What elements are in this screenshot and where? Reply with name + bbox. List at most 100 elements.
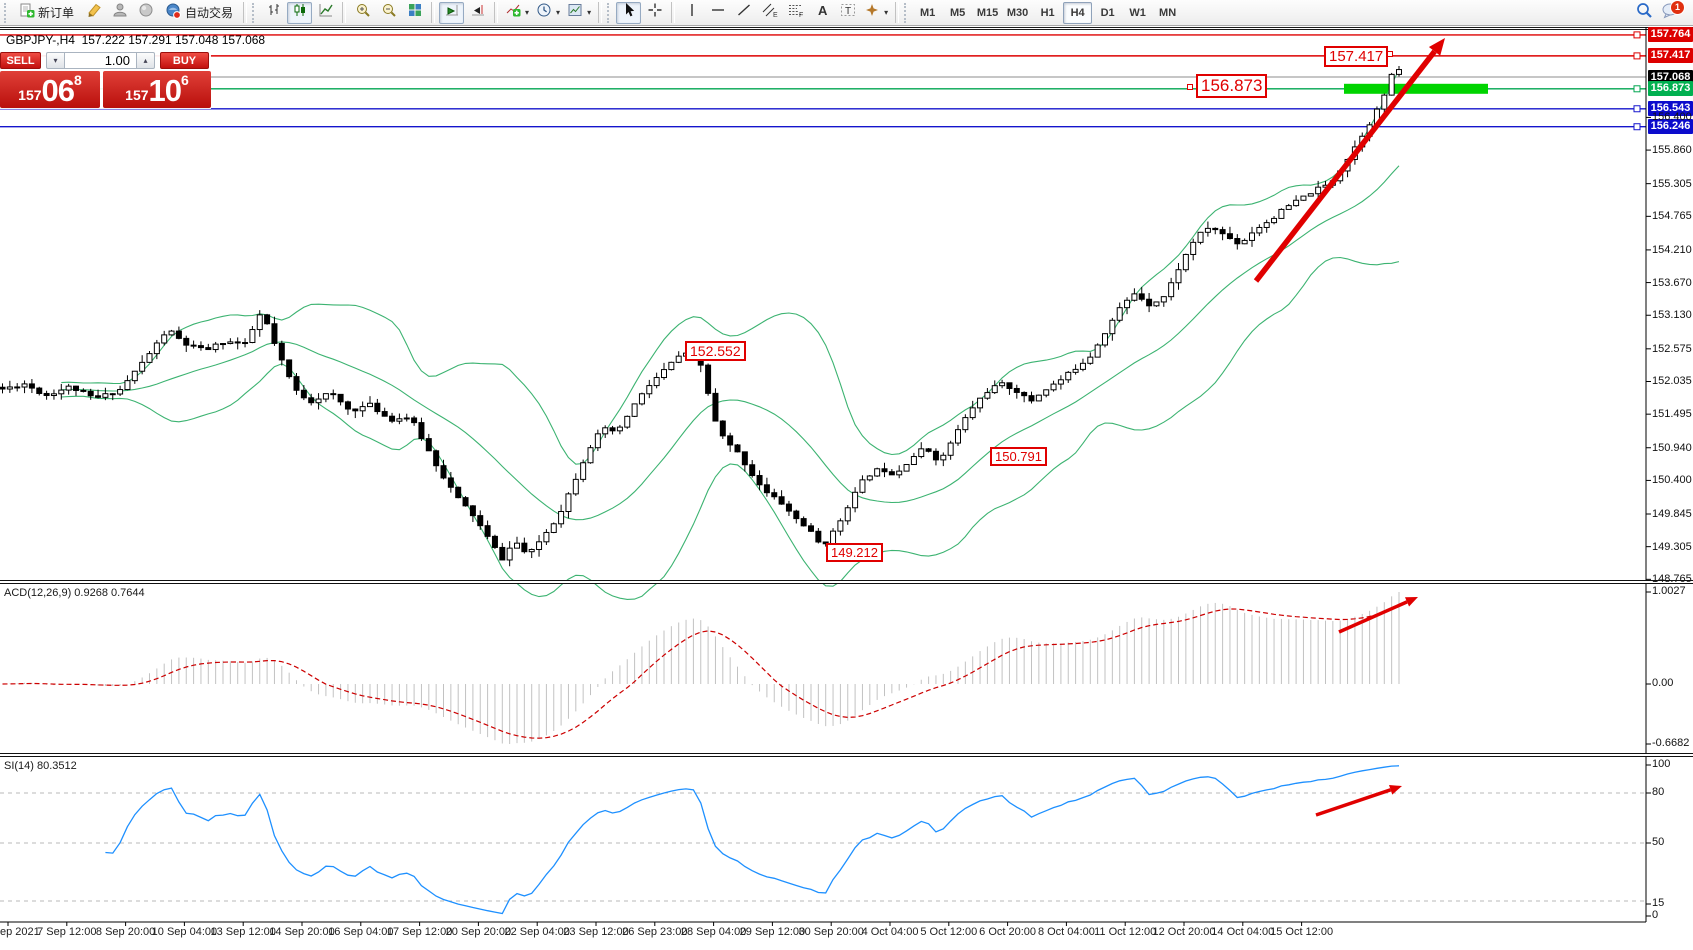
template-icon: [567, 2, 583, 23]
sell-button[interactable]: SELL: [0, 52, 41, 69]
shapes-button[interactable]: [861, 2, 891, 24]
date-label: 11 Oct 12:00: [1094, 926, 1157, 938]
annotation-box[interactable]: 150.791: [990, 447, 1047, 466]
tile-windows-button[interactable]: [402, 2, 427, 24]
new-order-label: 新订单: [38, 6, 75, 20]
rsi-panel-splitter[interactable]: [0, 753, 1693, 757]
axis-tick-label: 152.575: [1652, 342, 1692, 355]
rsi-axis-label: 80: [1652, 786, 1665, 798]
volume-decrement-button[interactable]: [46, 52, 65, 69]
macd-indicator-label: ACD(12,26,9) 0.9268 0.7644: [4, 587, 145, 599]
sell-price-display[interactable]: 157 06 8: [0, 71, 100, 108]
rsi-indicator-label: SI(14) 80.3512: [4, 760, 77, 772]
text-label-icon: T: [840, 2, 856, 23]
main-toolbar: 新订单 自动交易: [0, 0, 1693, 26]
macd-axis-label: 0.00: [1652, 677, 1674, 689]
fibonacci-button[interactable]: F: [783, 2, 808, 24]
macd-panel-splitter[interactable]: [0, 580, 1693, 584]
metaeditor-button[interactable]: [81, 2, 106, 24]
toolbar-separator: [342, 2, 347, 23]
sell-price-pip: 8: [74, 72, 82, 88]
shapes-icon: [864, 2, 880, 23]
notifications-button[interactable]: 1: [1657, 0, 1685, 24]
date-label: 8 Sep 20:00: [95, 926, 156, 938]
axis-tick-label: 154.210: [1652, 243, 1692, 256]
ohlc-bars-icon: [266, 2, 282, 23]
candlestick-chart-button[interactable]: [287, 1, 313, 24]
timeframe-button-h1[interactable]: H1: [1040, 6, 1055, 19]
trendline-icon: [736, 2, 752, 23]
axis-tick-label: 151.495: [1652, 408, 1692, 421]
axis-tick-label: 153.670: [1652, 276, 1692, 289]
equidistant-channel-button[interactable]: E: [757, 2, 782, 24]
zoom-out-button[interactable]: [376, 2, 401, 24]
annotation-box[interactable]: 149.212: [826, 543, 883, 562]
timeframe-button-m5[interactable]: M5: [949, 6, 966, 19]
auto-trading-button[interactable]: 自动交易: [159, 2, 239, 24]
axis-tick-label: 150.940: [1652, 441, 1692, 454]
axis-tick-label: 155.305: [1652, 177, 1692, 190]
timeframe-button-m15[interactable]: M15: [976, 6, 999, 19]
timeframe-button-d1[interactable]: D1: [1100, 6, 1115, 19]
toolbar-grip[interactable]: [607, 2, 612, 23]
toolbar-separator: [243, 2, 248, 23]
clock-icon: [536, 2, 552, 23]
text-a-icon: A: [814, 2, 830, 23]
toolbar-separator: [895, 2, 900, 23]
horizontal-line-button[interactable]: [705, 2, 730, 24]
trendline-button[interactable]: [731, 2, 756, 24]
price-chip: 157.764: [1648, 27, 1693, 43]
vertical-line-button[interactable]: [679, 2, 704, 24]
one-click-trade-panel: SELL 1.00 BUY 157 06 8 157 10 6: [0, 50, 211, 109]
timeframe-button-w1[interactable]: W1: [1129, 6, 1146, 19]
periods-button[interactable]: [533, 2, 563, 24]
toolbar-grip[interactable]: [252, 2, 257, 23]
buy-button[interactable]: BUY: [160, 52, 209, 69]
search-icon: [1635, 1, 1653, 24]
annotation-box[interactable]: 157.417: [1324, 46, 1389, 67]
date-label: 23 Sep 12:00: [563, 926, 629, 938]
signals-button[interactable]: [133, 2, 158, 24]
annotation-box[interactable]: 152.552: [685, 341, 746, 361]
annotation-handle[interactable]: [1187, 84, 1193, 90]
bar-chart-button[interactable]: [261, 2, 286, 24]
volume-increment-button[interactable]: [136, 52, 155, 69]
chart-shift-button[interactable]: [465, 2, 490, 24]
date-label: 13 Sep 12:00: [210, 926, 276, 938]
indicators-button[interactable]: [502, 2, 532, 24]
toolbar-separator: [494, 2, 499, 23]
rsi-axis-label: 0: [1652, 909, 1659, 921]
cursor-button[interactable]: [616, 1, 642, 24]
dropdown-caret-icon: [587, 8, 591, 17]
timeframe-button-m30[interactable]: M30: [1006, 6, 1029, 19]
annotation-box[interactable]: 156.873: [1196, 74, 1268, 98]
text-label-button[interactable]: T: [835, 2, 860, 24]
sphere-icon: [138, 2, 154, 23]
buy-price-display[interactable]: 157 10 6: [103, 71, 211, 108]
timeframe-button-h4[interactable]: H4: [1063, 1, 1093, 24]
toolbar-separator: [598, 2, 603, 23]
crosshair-button[interactable]: [642, 2, 667, 24]
toolbar-grip[interactable]: [4, 2, 9, 23]
line-chart-button[interactable]: [313, 2, 338, 24]
timeframe-button-m1[interactable]: M1: [919, 6, 936, 19]
volume-input[interactable]: 1.00: [65, 52, 136, 69]
date-label: 20 Sep 20:00: [445, 926, 512, 938]
date-label: 10 Sep 04:00: [151, 926, 218, 938]
zoom-in-button[interactable]: [350, 2, 375, 24]
profile-button[interactable]: [107, 2, 132, 24]
toolbar-grip[interactable]: [904, 2, 909, 23]
auto-scroll-button[interactable]: [439, 1, 465, 24]
templates-button[interactable]: [564, 2, 594, 24]
text-button[interactable]: A: [809, 2, 834, 24]
date-label: 8 Oct 04:00: [1037, 926, 1095, 938]
rsi-axis-label: 50: [1652, 836, 1665, 848]
search-button[interactable]: [1631, 2, 1656, 24]
annotation-handle[interactable]: [1387, 51, 1393, 57]
chart-canvas[interactable]: [0, 27, 1693, 945]
new-order-button[interactable]: 新订单: [13, 2, 80, 24]
tile-windows-icon: [407, 2, 423, 23]
timeframe-button-mn[interactable]: MN: [1159, 6, 1177, 19]
price-chip: 157.068: [1648, 69, 1693, 85]
person-icon: [112, 2, 128, 23]
